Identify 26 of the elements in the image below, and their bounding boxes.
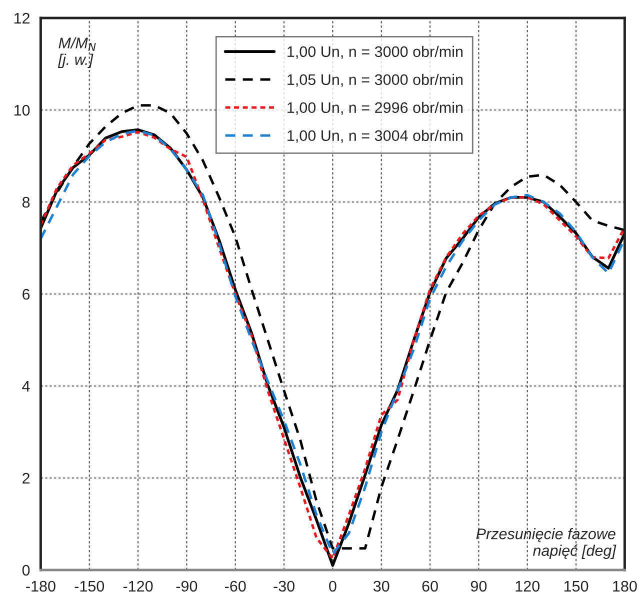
- x-tick-label: 30: [373, 580, 390, 592]
- y-tick-label: 12: [14, 12, 30, 24]
- x-tick-label: -90: [176, 580, 198, 592]
- y-tick-label: 2: [22, 472, 30, 484]
- x-tick-label: -180: [26, 580, 56, 592]
- legend-label: 1,00 Un, n = 3000 obr/min: [288, 46, 462, 59]
- x-tick-label: -60: [225, 580, 246, 592]
- legend-label: 1,05 Un, n = 3000 obr/min: [288, 74, 462, 87]
- x-tick-label: 120: [516, 580, 540, 592]
- legend-label: 1,00 Un, n = 3004 obr/min: [288, 130, 462, 143]
- x-tick-label: 150: [564, 580, 588, 592]
- y-tick-label: 0: [22, 564, 30, 576]
- y-tick-label: 6: [22, 288, 30, 300]
- x-tick-label: 0: [329, 580, 336, 592]
- x-tick-label: -150: [74, 580, 104, 592]
- y-tick-label: 8: [22, 196, 30, 208]
- y-tick-label: 4: [22, 381, 30, 392]
- x-axis-title: Przesunięcie fazowe napięć [deg]: [476, 528, 616, 559]
- legend-label: 1,00 Un, n = 2996 obr/min: [288, 102, 462, 115]
- x-tick-label: -120: [123, 580, 153, 592]
- x-tick-label: 90: [470, 580, 487, 592]
- x-tick-label: 60: [422, 580, 438, 592]
- y-tick-label: 10: [14, 104, 30, 116]
- x-tick-label: -30: [274, 580, 294, 592]
- x-tick-label: 180: [613, 580, 637, 592]
- y-axis-title: M/M$_{N}$ [j. w.]: [58, 37, 96, 68]
